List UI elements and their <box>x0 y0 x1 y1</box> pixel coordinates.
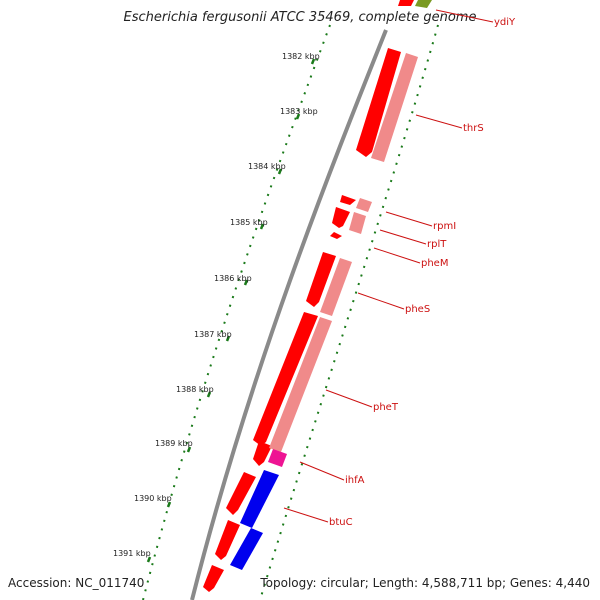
gene-pheS <box>306 252 336 307</box>
gene-label-btuC: btuC <box>329 517 353 528</box>
bar-thrS <box>371 53 418 162</box>
ruler-tick-0 <box>310 58 316 65</box>
gene-label-pheT: pheT <box>373 402 399 413</box>
ruler-label-6: 1388 kbp <box>176 385 214 394</box>
ruler-tick-7 <box>186 446 192 453</box>
ruler-tick-6 <box>206 391 212 398</box>
gene-label-pheS: pheS <box>405 304 430 315</box>
gene-label-ydiY: ydiY <box>494 17 516 28</box>
gene-label-rpmI: rpmI <box>433 221 456 232</box>
genome-backbone <box>190 29 388 600</box>
bar-blue-2 <box>230 528 263 570</box>
gene-label-thrS: thrS <box>463 123 484 134</box>
ruler-ticks <box>146 58 316 563</box>
gene-pheT <box>253 312 318 446</box>
gene-thrS <box>356 48 401 157</box>
ruler-tick-3 <box>259 223 265 230</box>
ruler-tick-9 <box>146 556 152 563</box>
gene-labels: ydiY thrS rpmI rplT pheM pheS pheT ihfA btuC <box>329 17 516 528</box>
ruler-label-3: 1385 kbp <box>230 218 268 227</box>
ruler-label-0: 1382 kbp <box>282 52 320 61</box>
gene-label-pheM: pheM <box>421 258 448 269</box>
ruler-tick-2 <box>277 168 283 175</box>
ruler-label-9: 1391 kbp <box>113 549 151 558</box>
bar-ihfA-rna <box>268 449 287 467</box>
bar-green-top <box>415 0 432 8</box>
gene-rpmI <box>340 195 356 205</box>
gene-btuC-forward <box>226 472 256 515</box>
gene-rplT <box>332 207 350 228</box>
gene-forward-10 <box>203 565 224 592</box>
gene-pheM <box>330 232 342 239</box>
ruler-labels: 1382 kbp 1383 kbp 1384 kbp 1385 kbp 1386 kbp… <box>113 52 320 558</box>
ruler-track-outer <box>142 24 331 600</box>
map-title: Escherichia fergusonii ATCC 35469, compl… <box>123 10 477 25</box>
ruler-track-inner <box>259 24 439 600</box>
ruler-label-1: 1383 kbp <box>280 107 318 116</box>
ruler-tick-5 <box>225 335 231 342</box>
ruler-label-4: 1386 kbp <box>214 274 252 283</box>
forward-strand-genes <box>203 0 414 592</box>
gene-label-rplT: rplT <box>427 239 447 250</box>
gene-label-ihfA: ihfA <box>345 475 365 486</box>
ruler-tick-1 <box>295 113 301 120</box>
bar-btuC-blue <box>240 470 279 528</box>
bar-pheS <box>320 258 352 316</box>
light-strand-bars <box>230 0 432 570</box>
gene-forward-9 <box>215 520 240 560</box>
ruler-label-2: 1384 kbp <box>248 162 286 171</box>
ruler-label-8: 1390 kbp <box>134 494 172 503</box>
label-leaders <box>283 9 494 523</box>
accession-label: Accession: NC_011740 <box>8 576 145 590</box>
topology-label: Topology: circular; Length: 4,588,711 bp… <box>260 576 590 590</box>
ruler-label-7: 1389 kbp <box>155 439 193 448</box>
gene-ihfA <box>253 441 272 466</box>
gene-ydiY <box>398 0 414 6</box>
ruler-tick-4 <box>243 279 249 286</box>
ruler-tick-8 <box>166 501 172 508</box>
bar-pheT <box>269 317 332 452</box>
bar-rpmI <box>356 198 372 212</box>
ruler-label-5: 1387 kbp <box>194 330 232 339</box>
bar-rplT <box>349 212 366 234</box>
